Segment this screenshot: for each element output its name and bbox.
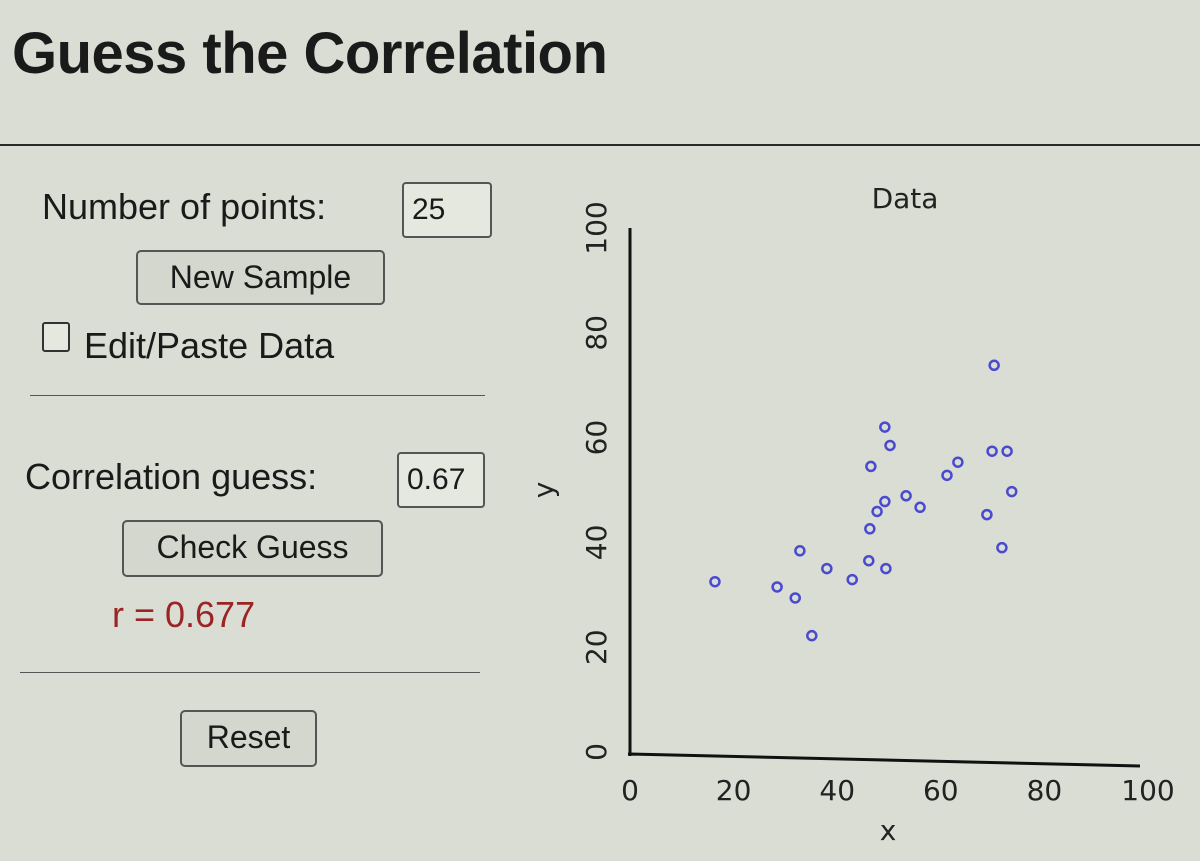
reset-button[interactable]: Reset: [180, 710, 317, 767]
y-tick-label: 80: [580, 315, 613, 351]
x-tick-label: 40: [819, 774, 855, 807]
scatter-point: [1006, 485, 1018, 498]
y-tick-label: 0: [580, 743, 613, 761]
separator: [20, 672, 480, 673]
scatter-point: [880, 562, 892, 575]
scatter-point: [863, 554, 875, 567]
scatter-point: [952, 456, 964, 468]
scatter-point: [879, 421, 891, 433]
result-text: r = 0.677: [112, 594, 256, 635]
points-input[interactable]: 25: [402, 182, 492, 238]
chart-title: Data: [872, 182, 939, 215]
page-title: Guess the Correlation: [12, 21, 608, 86]
y-tick-label: 20: [580, 629, 613, 665]
scatter-point: [879, 495, 891, 508]
x-tick-label: 0: [621, 774, 639, 807]
x-tick-label: 100: [1121, 774, 1174, 807]
scatter-point: [900, 490, 912, 502]
edit-checkbox[interactable]: [42, 322, 70, 352]
check-guess-button[interactable]: Check Guess: [122, 520, 383, 577]
scatter-point: [806, 629, 818, 642]
scatter-point: [988, 359, 1000, 372]
scatter-point: [981, 508, 993, 521]
scatter-point: [709, 575, 721, 588]
scatter-point: [941, 469, 953, 482]
x-tick-label: 20: [716, 774, 752, 807]
scatter-point: [986, 445, 998, 457]
x-tick-label: 60: [923, 774, 959, 807]
y-tick-label: 40: [580, 525, 613, 561]
x-tick-label: 80: [1027, 774, 1063, 807]
scatter-point: [794, 545, 806, 557]
scatter-point: [821, 562, 833, 575]
scatter-point: [1001, 445, 1013, 457]
scatter-point: [871, 505, 883, 518]
scatter-point: [914, 501, 926, 514]
y-tick-label: 100: [580, 201, 613, 254]
new-sample-button[interactable]: New Sample: [136, 250, 385, 305]
x-axis: [627, 752, 1141, 768]
edit-paste-label[interactable]: Edit/Paste Data: [84, 325, 335, 366]
y-tick-label: 60: [580, 420, 613, 456]
scatter-point: [865, 460, 877, 473]
scatter-point: [789, 592, 801, 604]
guess-label: Correlation guess:: [25, 456, 318, 497]
scatter-point: [864, 523, 876, 535]
scatter-point: [846, 573, 858, 586]
scatter-point: [884, 439, 896, 452]
scatter-point: [996, 541, 1008, 554]
separator: [30, 395, 485, 396]
y-axis-label: y: [527, 482, 560, 499]
guess-input[interactable]: 0.67: [397, 452, 485, 508]
header-rule: [0, 144, 1200, 146]
x-axis-label: x: [880, 814, 897, 847]
points-label: Number of points:: [42, 186, 327, 227]
scatter-point: [771, 581, 783, 593]
